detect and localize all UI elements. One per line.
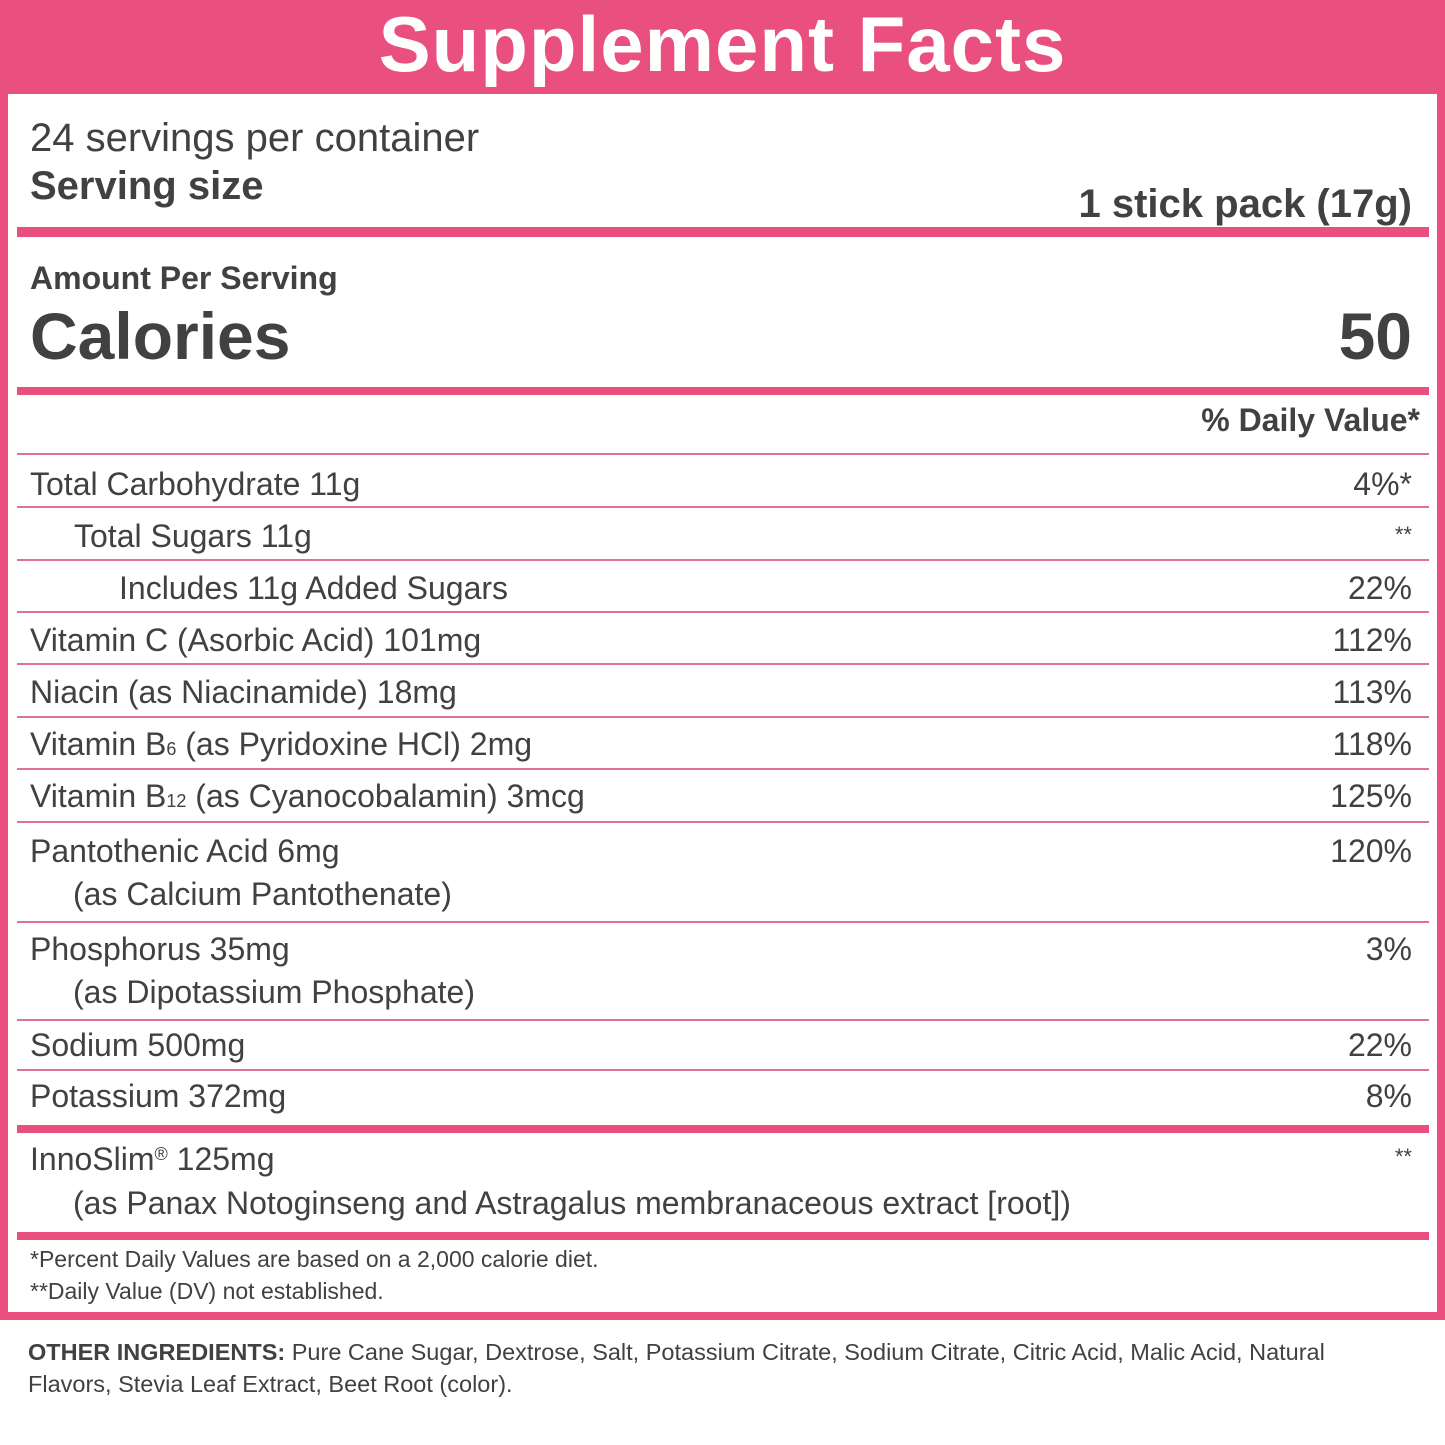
serving-size-value: 1 stick pack (17g) xyxy=(1078,182,1413,226)
nutrient-label-pantothenic-acid: Pantothenic Acid 6mg xyxy=(30,833,340,869)
nutrient-label-total-sugars: Total Sugars 11g xyxy=(74,518,312,554)
other-ingredients-label: OTHER INGREDIENTS: xyxy=(28,1339,286,1365)
other-ingredients-text: Pure Cane Sugar, Dextrose, Salt, Potassi… xyxy=(28,1339,1325,1397)
row-divider xyxy=(17,716,1429,718)
nutrient-label-niacin: Niacin (as Niacinamide) 18mg xyxy=(30,674,457,710)
label-suffix: (as Cyanocobalamin) 3mcg xyxy=(186,778,585,814)
label-prefix: Vitamin B xyxy=(30,778,167,814)
proprietary-dv-innoslim: ** xyxy=(1394,1144,1412,1169)
nutrient-label-vitamin-b6: Vitamin B6 (as Pyridoxine HCl) 2mg xyxy=(30,726,532,763)
thick-divider xyxy=(17,387,1429,395)
nutrient-dv-vitamin-b12: 125% xyxy=(1330,778,1412,814)
proprietary-label-innoslim: InnoSlim® 125mg xyxy=(30,1141,275,1178)
label-suffix: 125mg xyxy=(167,1141,275,1177)
nutrient-dv-total-sugars: ** xyxy=(1394,522,1412,547)
thick-divider xyxy=(17,227,1429,237)
row-divider xyxy=(17,768,1429,770)
nutrient-dv-sodium: 22% xyxy=(1347,1027,1412,1063)
calories-label: Calories xyxy=(30,299,291,373)
title-banner: Supplement Facts xyxy=(0,0,1445,94)
label-prefix: Vitamin B xyxy=(30,726,167,762)
serving-size-label: Serving size xyxy=(30,164,264,208)
registered-mark: ® xyxy=(154,1144,168,1164)
nutrient-dv-vitamin-c: 112% xyxy=(1332,622,1412,658)
servings-per-container: 24 servings per container xyxy=(30,116,480,160)
nutrient-dv-niacin: 113% xyxy=(1332,674,1412,710)
nutrient-label-vitamin-b12: Vitamin B12 (as Cyanocobalamin) 3mcg xyxy=(30,778,585,815)
nutrient-dv-pantothenic-acid: 120% xyxy=(1330,833,1412,869)
footnote-percent-daily-values: *Percent Daily Values are based on a 2,0… xyxy=(30,1246,599,1272)
row-divider xyxy=(17,611,1429,613)
nutrient-label-sodium: Sodium 500mg xyxy=(30,1027,246,1063)
label-suffix: (as Pyridoxine HCl) 2mg xyxy=(176,726,533,762)
row-divider xyxy=(17,506,1429,508)
nutrient-label-added-sugars: Includes 11g Added Sugars xyxy=(119,570,509,606)
row-divider xyxy=(17,453,1429,455)
label-prefix: InnoSlim xyxy=(30,1141,155,1177)
nutrient-dv-added-sugars: 22% xyxy=(1347,570,1412,606)
thick-divider xyxy=(17,1125,1429,1133)
nutrient-label-vitamin-c: Vitamin C (Asorbic Acid) 101mg xyxy=(30,622,482,658)
nutrient-label-potassium: Potassium 372mg xyxy=(30,1078,287,1114)
label-subscript: 12 xyxy=(166,791,187,811)
nutrient-dv-phosphorus: 3% xyxy=(1365,931,1412,967)
row-divider xyxy=(17,821,1429,823)
proprietary-sublabel-innoslim: (as Panax Notoginseng and Astragalus mem… xyxy=(73,1185,1071,1221)
row-divider xyxy=(17,663,1429,665)
row-divider xyxy=(17,1019,1429,1021)
nutrient-dv-vitamin-b6: 118% xyxy=(1332,726,1412,762)
nutrient-dv-total-carbohydrate: 4%* xyxy=(1353,466,1412,502)
nutrient-sublabel-phosphorus: (as Dipotassium Phosphate) xyxy=(73,974,475,1010)
nutrient-label-phosphorus: Phosphorus 35mg xyxy=(30,931,290,967)
other-ingredients: OTHER INGREDIENTS: Pure Cane Sugar, Dext… xyxy=(28,1336,1348,1400)
label-subscript: 6 xyxy=(166,739,177,759)
footnote-dv-not-established: **Daily Value (DV) not established. xyxy=(30,1278,384,1304)
calories-value: 50 xyxy=(1338,299,1412,373)
page-title: Supplement Facts xyxy=(378,0,1067,88)
row-divider xyxy=(17,559,1429,561)
row-divider xyxy=(17,1069,1429,1071)
nutrient-sublabel-pantothenic-acid: (as Calcium Pantothenate) xyxy=(73,876,452,912)
nutrient-label-total-carbohydrate: Total Carbohydrate 11g xyxy=(30,466,361,502)
row-divider xyxy=(17,921,1429,923)
amount-per-serving: Amount Per Serving xyxy=(30,260,338,296)
daily-value-header: % Daily Value* xyxy=(1201,402,1420,438)
nutrient-dv-potassium: 8% xyxy=(1365,1078,1412,1114)
thick-divider xyxy=(17,1232,1429,1240)
supplement-facts-panel: 24 servings per container Serving size 1… xyxy=(0,94,1445,1320)
